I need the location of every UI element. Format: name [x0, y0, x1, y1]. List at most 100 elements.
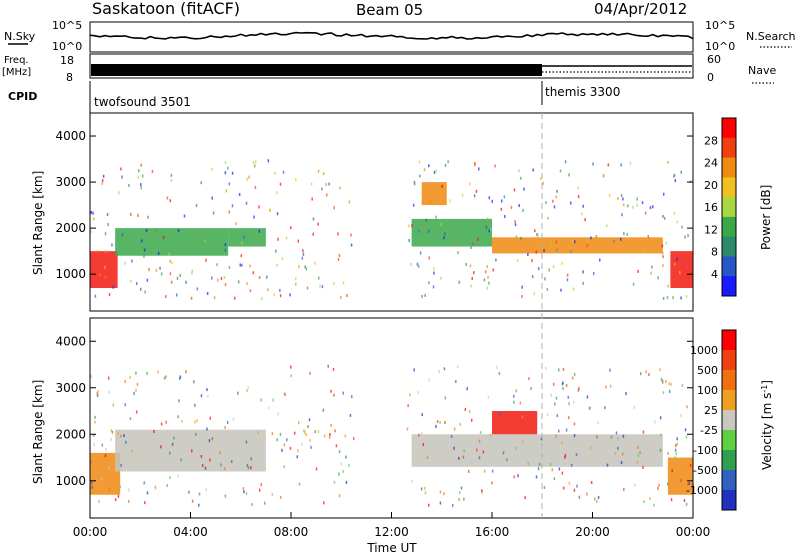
velocity-speck — [303, 429, 305, 433]
power-speck — [302, 249, 304, 253]
power-speck — [685, 295, 688, 299]
power-speck — [582, 281, 584, 285]
power-speck — [602, 174, 605, 178]
power-speck — [227, 166, 229, 170]
power-speck — [662, 214, 664, 218]
velocity-speck — [544, 366, 547, 370]
power-speck — [433, 170, 436, 174]
power-speck — [488, 229, 491, 233]
velocity-speck — [527, 462, 529, 466]
power-band-4 — [421, 182, 447, 206]
velocity-speck — [519, 401, 522, 405]
power-speck — [572, 287, 575, 291]
power-speck — [608, 193, 611, 197]
power-speck — [225, 189, 228, 193]
power-speck — [664, 216, 666, 220]
velocity-speck — [100, 477, 103, 481]
velocity-speck — [90, 374, 92, 378]
power-speck — [200, 181, 202, 185]
velocity-speck — [614, 451, 617, 455]
velocity-speck — [94, 420, 96, 424]
nave-tick-bottom: 0 — [707, 71, 714, 84]
freq-label: Freq. — [4, 55, 29, 66]
velocity-speck — [338, 472, 340, 476]
power-speck — [632, 282, 635, 286]
velocity-speck — [422, 443, 425, 447]
power-speck — [564, 160, 567, 164]
velocity-speck — [546, 413, 549, 417]
power-cb-tick-1: 24 — [704, 157, 718, 170]
velocity-speck — [169, 476, 171, 480]
power-speck — [432, 285, 435, 289]
velocity-speck — [661, 380, 664, 384]
power-ytick-label-0: 1000 — [55, 267, 86, 281]
velocity-speck — [185, 370, 187, 374]
nsearch-tick-top: 10^5 — [705, 19, 735, 32]
power-speck — [144, 290, 146, 294]
power-speck — [632, 205, 634, 209]
power-speck — [570, 250, 573, 254]
power-speck — [90, 229, 92, 233]
power-speck — [513, 188, 516, 192]
power-speck — [328, 182, 330, 186]
velocity-speck — [165, 375, 167, 379]
velocity-speck — [271, 432, 274, 436]
power-speck — [636, 197, 638, 201]
power-speck — [423, 168, 426, 172]
velocity-speck — [550, 393, 552, 397]
velocity-speck — [684, 428, 687, 432]
power-speck — [470, 284, 472, 288]
power-speck — [417, 264, 420, 268]
velocity-speck — [129, 417, 132, 421]
velocity-speck — [342, 391, 344, 395]
power-speck — [566, 273, 569, 277]
power-speck — [488, 281, 490, 285]
power-speck — [312, 232, 315, 236]
velocity-xlabel: Time UT — [366, 541, 417, 554]
power-speck — [522, 208, 524, 212]
power-speck — [636, 203, 639, 207]
velocity-speck — [335, 444, 338, 448]
velocity-speck — [246, 389, 248, 393]
power-speck — [523, 187, 525, 191]
velocity-speck — [188, 490, 190, 494]
velocity-speck — [460, 486, 463, 490]
xtick-label-0: 00:00 — [73, 525, 108, 539]
velocity-speck — [418, 433, 420, 437]
velocity-speck — [476, 448, 478, 452]
power-speck — [128, 183, 130, 187]
power-speck — [547, 216, 549, 220]
velocity-speck — [310, 445, 312, 449]
power-speck — [93, 217, 95, 221]
velocity-speck — [136, 382, 139, 386]
velocity-cb-tick-5: -100 — [693, 444, 718, 457]
power-speck — [435, 215, 437, 219]
power-speck — [424, 225, 426, 229]
power-speck — [258, 205, 260, 209]
velocity-speck — [554, 402, 556, 406]
velocity-cb-swatch-4 — [722, 410, 736, 431]
velocity-speck — [610, 435, 613, 439]
power-speck — [318, 276, 320, 280]
power-speck — [531, 259, 533, 263]
velocity-speck — [127, 499, 130, 503]
power-speck — [295, 178, 297, 182]
power-speck — [662, 296, 665, 300]
velocity-speck — [636, 460, 639, 464]
power-speck — [440, 276, 442, 280]
velocity-speck — [596, 435, 598, 439]
velocity-speck — [345, 480, 348, 484]
velocity-speck — [135, 371, 137, 375]
power-speck — [595, 234, 598, 238]
power-speck — [185, 280, 187, 284]
velocity-speck — [634, 483, 636, 487]
power-speck — [337, 257, 340, 261]
velocity-speck — [283, 391, 285, 395]
power-speck — [453, 241, 456, 245]
power-speck — [418, 229, 420, 233]
velocity-speck — [179, 376, 181, 380]
velocity-speck — [621, 452, 624, 456]
power-speck — [147, 215, 149, 219]
power-speck — [333, 282, 335, 286]
power-cb-swatch-1 — [722, 137, 736, 159]
